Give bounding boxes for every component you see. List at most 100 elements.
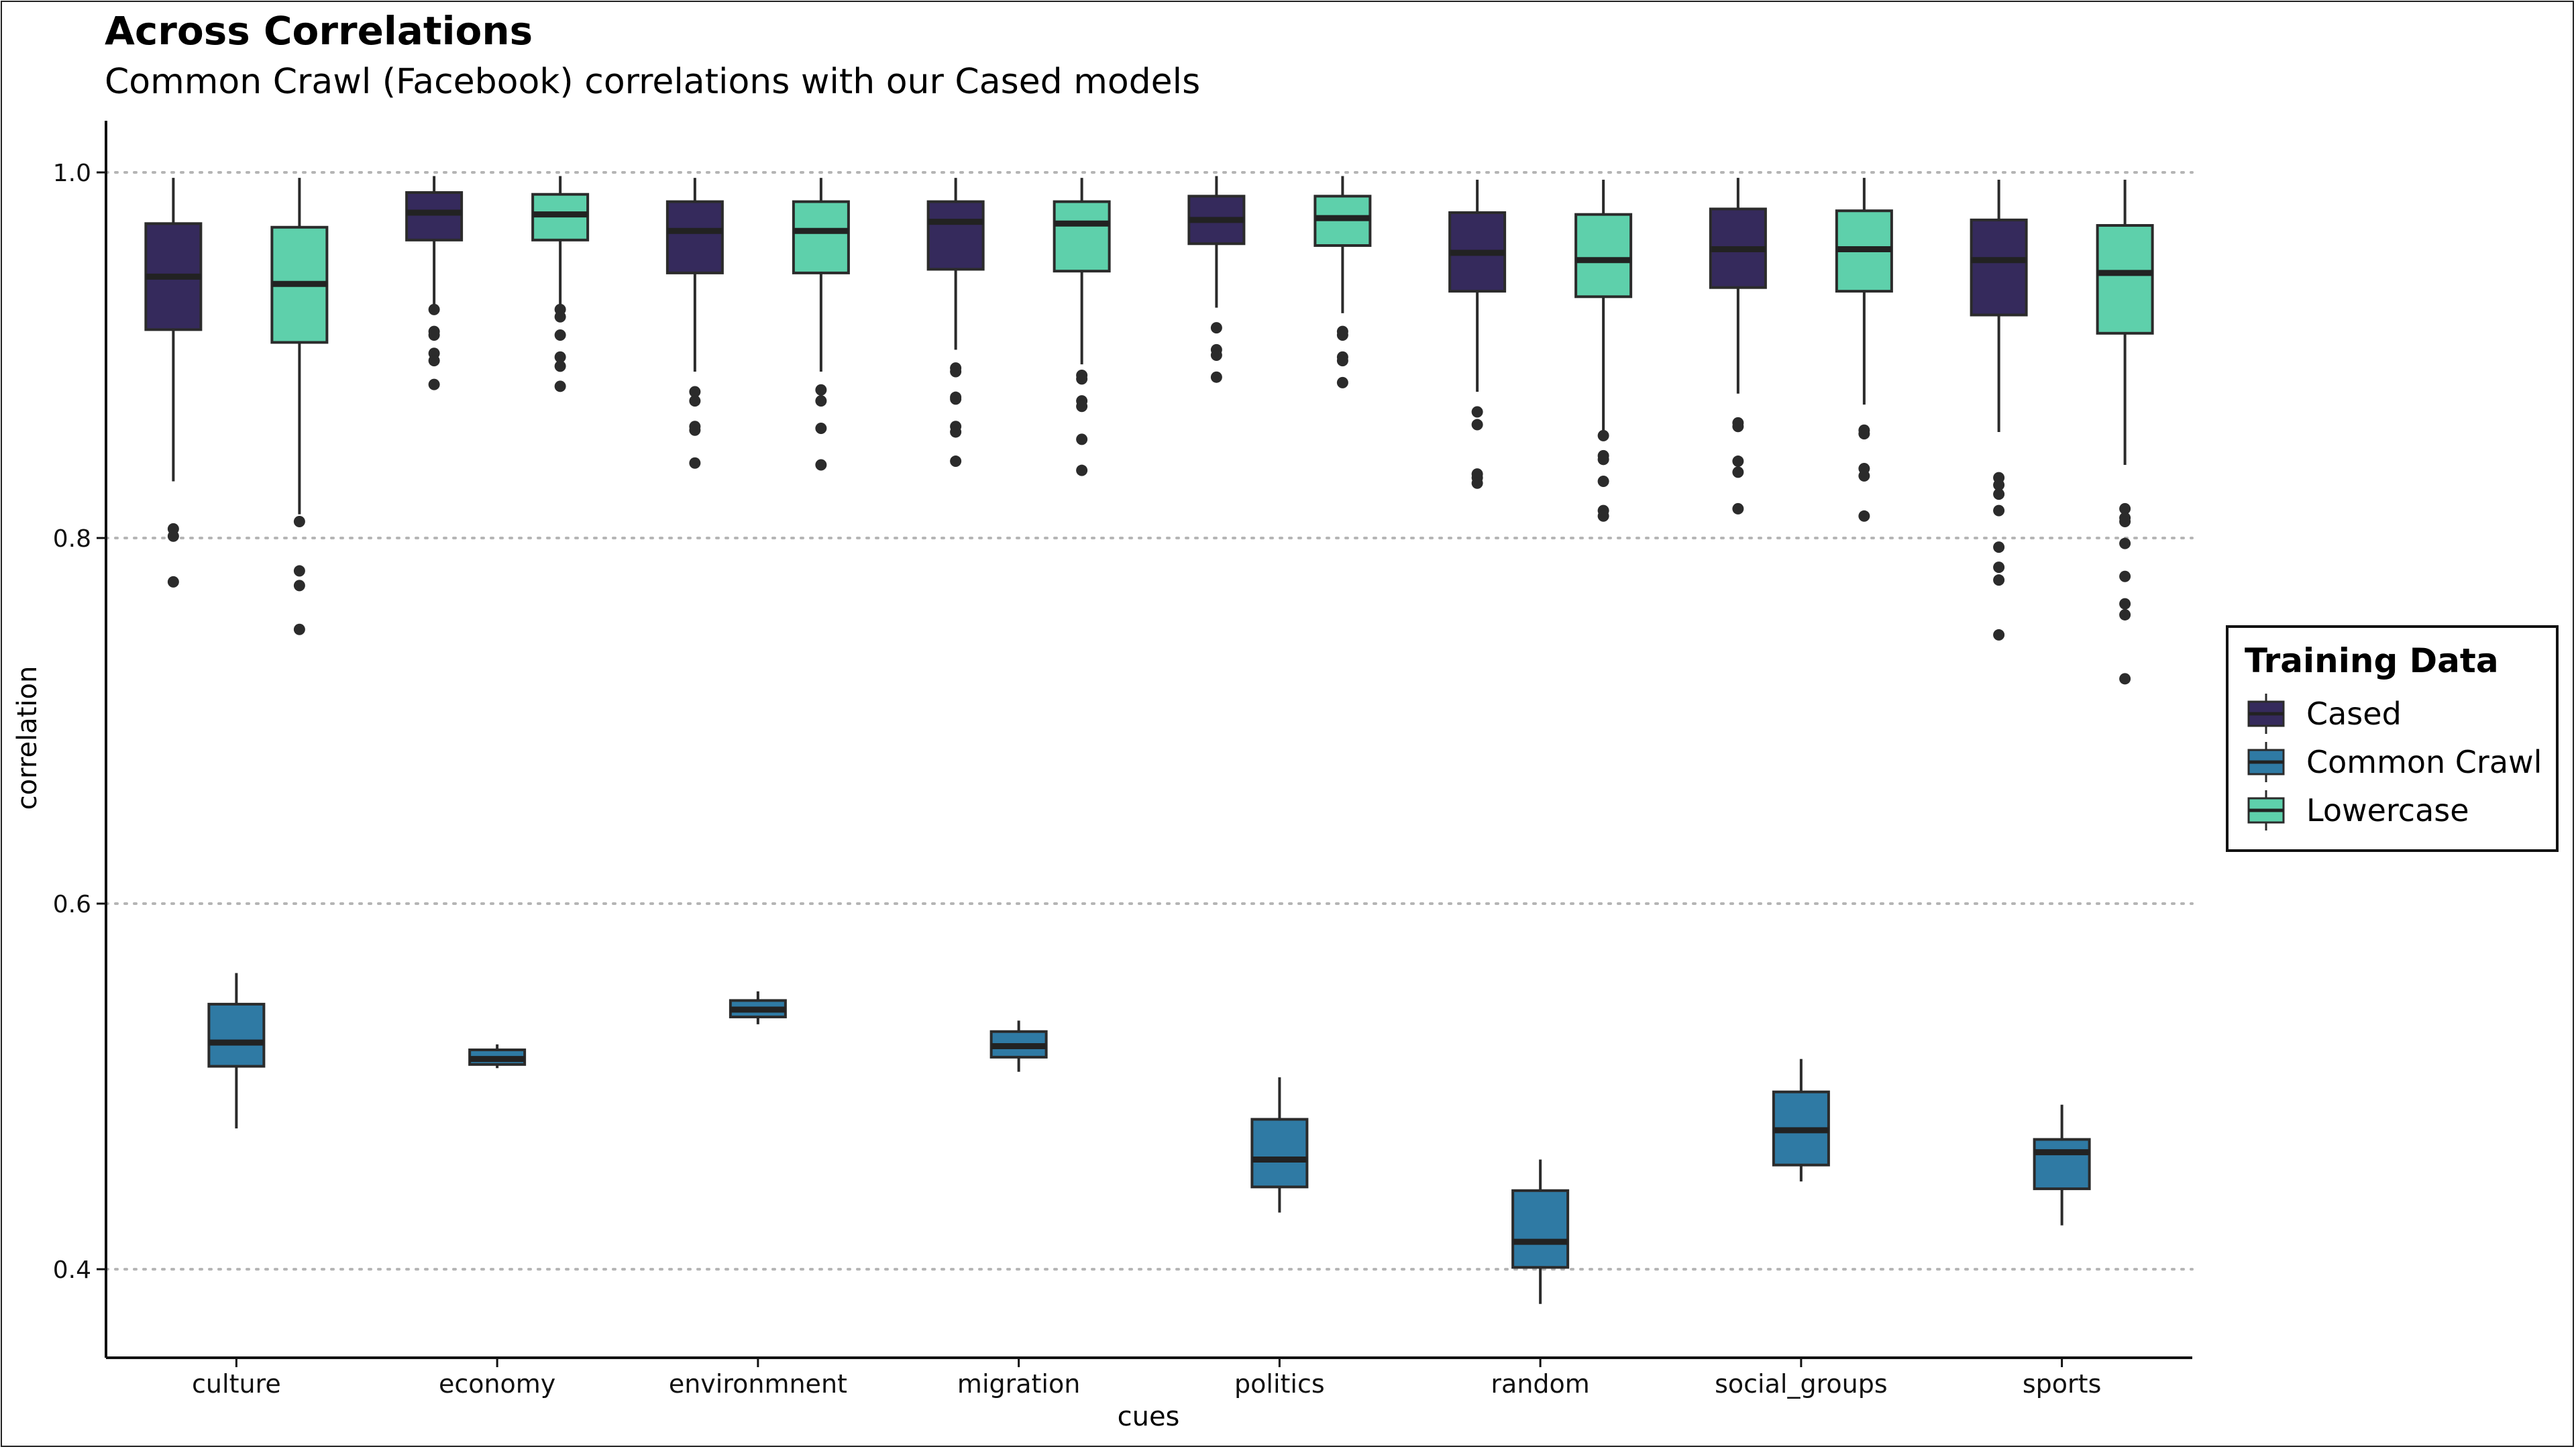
outlier-point bbox=[293, 580, 305, 592]
outlier-point bbox=[554, 380, 566, 392]
y-tick-label: 0.6 bbox=[53, 891, 91, 918]
outlier-point bbox=[1993, 561, 2005, 574]
outlier-point bbox=[689, 457, 701, 469]
box-social-groups-common-crawl bbox=[1772, 1059, 1830, 1182]
outlier-point bbox=[2119, 598, 2131, 610]
outlier-point bbox=[1858, 510, 1870, 522]
outlier-point bbox=[1597, 510, 1609, 522]
outlier-point bbox=[554, 311, 566, 323]
legend-item-common-crawl: Common Crawl bbox=[2246, 742, 2555, 782]
legend-key-cased bbox=[2247, 694, 2285, 734]
outlier-point bbox=[1732, 502, 1744, 515]
box-sports-lowercase bbox=[2096, 179, 2154, 685]
y-axis-title: correlation bbox=[12, 666, 43, 810]
outlier-point bbox=[167, 576, 179, 588]
outlier-point bbox=[815, 459, 827, 471]
box-environmnent-lowercase bbox=[792, 178, 850, 471]
outlier-point bbox=[950, 393, 962, 405]
legend-label: Cased bbox=[2306, 696, 2402, 732]
x-tick-label: social_groups bbox=[1715, 1369, 1888, 1399]
outlier-point bbox=[1858, 470, 1870, 482]
box-migration-lowercase bbox=[1053, 178, 1111, 476]
box-politics-cased bbox=[1187, 176, 1246, 383]
x-tick-label: environmnent bbox=[669, 1369, 847, 1399]
box-body bbox=[2096, 224, 2154, 335]
legend-title: Training Data bbox=[2245, 641, 2499, 680]
outlier-point bbox=[554, 329, 566, 341]
box-random-cased bbox=[1448, 179, 1507, 489]
outlier-point bbox=[293, 623, 305, 635]
legend-item-lowercase: Lowercase bbox=[2246, 790, 2555, 830]
box-body bbox=[1511, 1189, 1570, 1269]
box-layer bbox=[144, 176, 2154, 1304]
outlier-point bbox=[554, 360, 566, 372]
box-culture-lowercase bbox=[270, 178, 329, 635]
outlier-point bbox=[950, 366, 962, 378]
y-tick-label: 0.8 bbox=[53, 525, 91, 553]
outlier-point bbox=[1076, 464, 1088, 476]
outlier-point bbox=[689, 424, 701, 436]
box-migration-cased bbox=[926, 178, 985, 468]
outlier-point bbox=[2119, 502, 2131, 515]
outlier-point bbox=[1336, 376, 1348, 388]
box-body bbox=[405, 191, 464, 241]
outlier-point bbox=[1076, 373, 1088, 385]
box-culture-common-crawl bbox=[207, 973, 266, 1129]
outlier-point bbox=[815, 423, 827, 434]
outlier-point bbox=[1210, 322, 1222, 334]
x-tick-label: politics bbox=[1234, 1369, 1325, 1399]
outlier-point bbox=[689, 395, 701, 407]
x-tick-label: sports bbox=[2023, 1369, 2102, 1399]
chart-subtitle: Common Crawl (Facebook) correlations wit… bbox=[105, 62, 1201, 102]
outlier-point bbox=[1993, 488, 2005, 500]
outlier-point bbox=[2119, 570, 2131, 582]
outlier-point bbox=[815, 395, 827, 407]
chart-title: Across Correlations bbox=[105, 8, 533, 54]
box-body bbox=[1250, 1118, 1309, 1189]
y-tick-label: 1.0 bbox=[53, 160, 91, 187]
outlier-point bbox=[2119, 537, 2131, 549]
box-economy-common-crawl bbox=[468, 1044, 527, 1069]
legend-label: Common Crawl bbox=[2306, 744, 2542, 780]
legend-key-lowercase bbox=[2247, 790, 2285, 830]
box-body bbox=[2033, 1138, 2091, 1191]
x-tick-label: random bbox=[1491, 1369, 1589, 1399]
outlier-point bbox=[554, 351, 566, 363]
outlier-point bbox=[1336, 329, 1348, 341]
box-sports-cased bbox=[1970, 179, 2028, 641]
box-body bbox=[1053, 200, 1111, 273]
grid-lines bbox=[105, 171, 2194, 1271]
outlier-point bbox=[815, 384, 827, 396]
outlier-point bbox=[1993, 629, 2005, 641]
outlier-point bbox=[1732, 421, 1744, 433]
outlier-point bbox=[167, 530, 179, 542]
legend: Training Data Cased Common Crawl Lowerca… bbox=[2226, 625, 2559, 852]
box-economy-lowercase bbox=[531, 176, 590, 392]
x-tick-label: migration bbox=[957, 1369, 1080, 1399]
outlier-point bbox=[1597, 453, 1609, 466]
outlier-point bbox=[1471, 406, 1483, 418]
outlier-point bbox=[1471, 477, 1483, 489]
x-axis-title: cues bbox=[1118, 1401, 1180, 1432]
box-random-common-crawl bbox=[1511, 1159, 1570, 1304]
box-body bbox=[1574, 213, 1633, 299]
outlier-point bbox=[428, 378, 440, 390]
outlier-point bbox=[428, 303, 440, 315]
box-body bbox=[792, 200, 850, 274]
box-body bbox=[926, 200, 985, 271]
box-body bbox=[665, 200, 724, 274]
outlier-point bbox=[2119, 515, 2131, 527]
outlier-point bbox=[1993, 479, 2005, 491]
outlier-point bbox=[1076, 433, 1088, 445]
outlier-point bbox=[689, 386, 701, 398]
box-random-lowercase bbox=[1574, 179, 1633, 522]
outlier-point bbox=[1993, 541, 2005, 553]
outlier-point bbox=[1732, 466, 1744, 478]
outlier-point bbox=[2119, 608, 2131, 621]
legend-key-common-crawl bbox=[2247, 742, 2285, 782]
outlier-point bbox=[1076, 400, 1088, 413]
outlier-point bbox=[1858, 428, 1870, 440]
outlier-point bbox=[1597, 476, 1609, 488]
